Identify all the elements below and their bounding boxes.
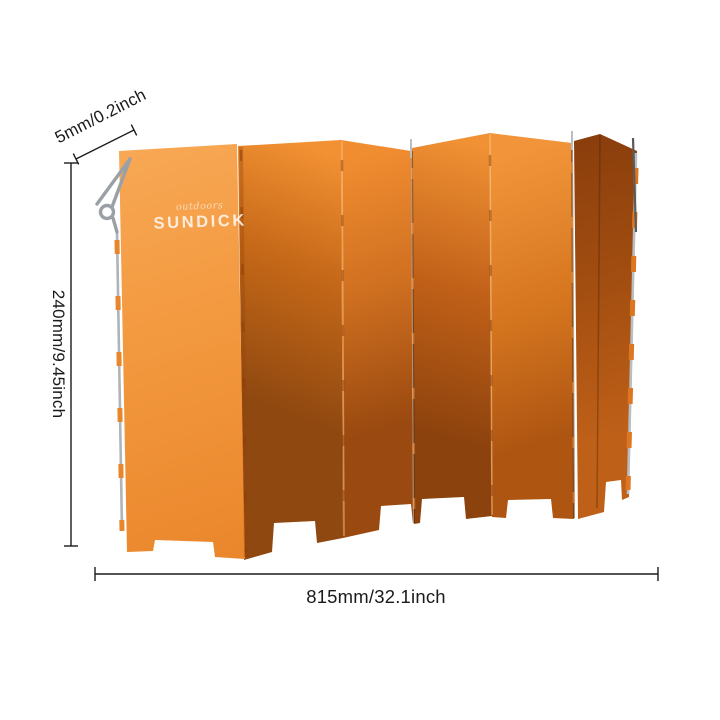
brand-name-text: SUNDICK	[153, 211, 247, 232]
hinge-rod-left	[114, 231, 125, 532]
width-dimension: 815mm/32.1inch	[94, 567, 659, 607]
fold-creases	[239, 133, 601, 558]
thickness-dimension-line	[75, 129, 135, 160]
windscreen-panel-5	[490, 133, 574, 519]
wire-hook-icon	[95, 157, 132, 234]
thickness-tick-end	[130, 124, 138, 136]
stake-pin-icon	[631, 137, 638, 233]
hinge-pins	[410, 131, 573, 158]
windscreen-panel-2	[238, 140, 343, 560]
thickness-label: 5mm/0.2inch	[52, 85, 149, 147]
brand-logo: outdoors SUNDICK	[153, 200, 247, 232]
windscreen-panel-front	[119, 144, 245, 559]
height-dimension: 240mm/9.45inch	[49, 162, 78, 547]
windscreen-product: outdoors SUNDICK	[95, 131, 639, 560]
width-label: 815mm/32.1inch	[306, 586, 446, 607]
windscreen-panel-4	[412, 133, 492, 524]
windscreen-panel-6	[574, 134, 637, 519]
brand-script-text: outdoors	[176, 200, 224, 213]
windscreen-panel-3	[341, 140, 413, 538]
height-label: 240mm/9.45inch	[49, 290, 68, 418]
